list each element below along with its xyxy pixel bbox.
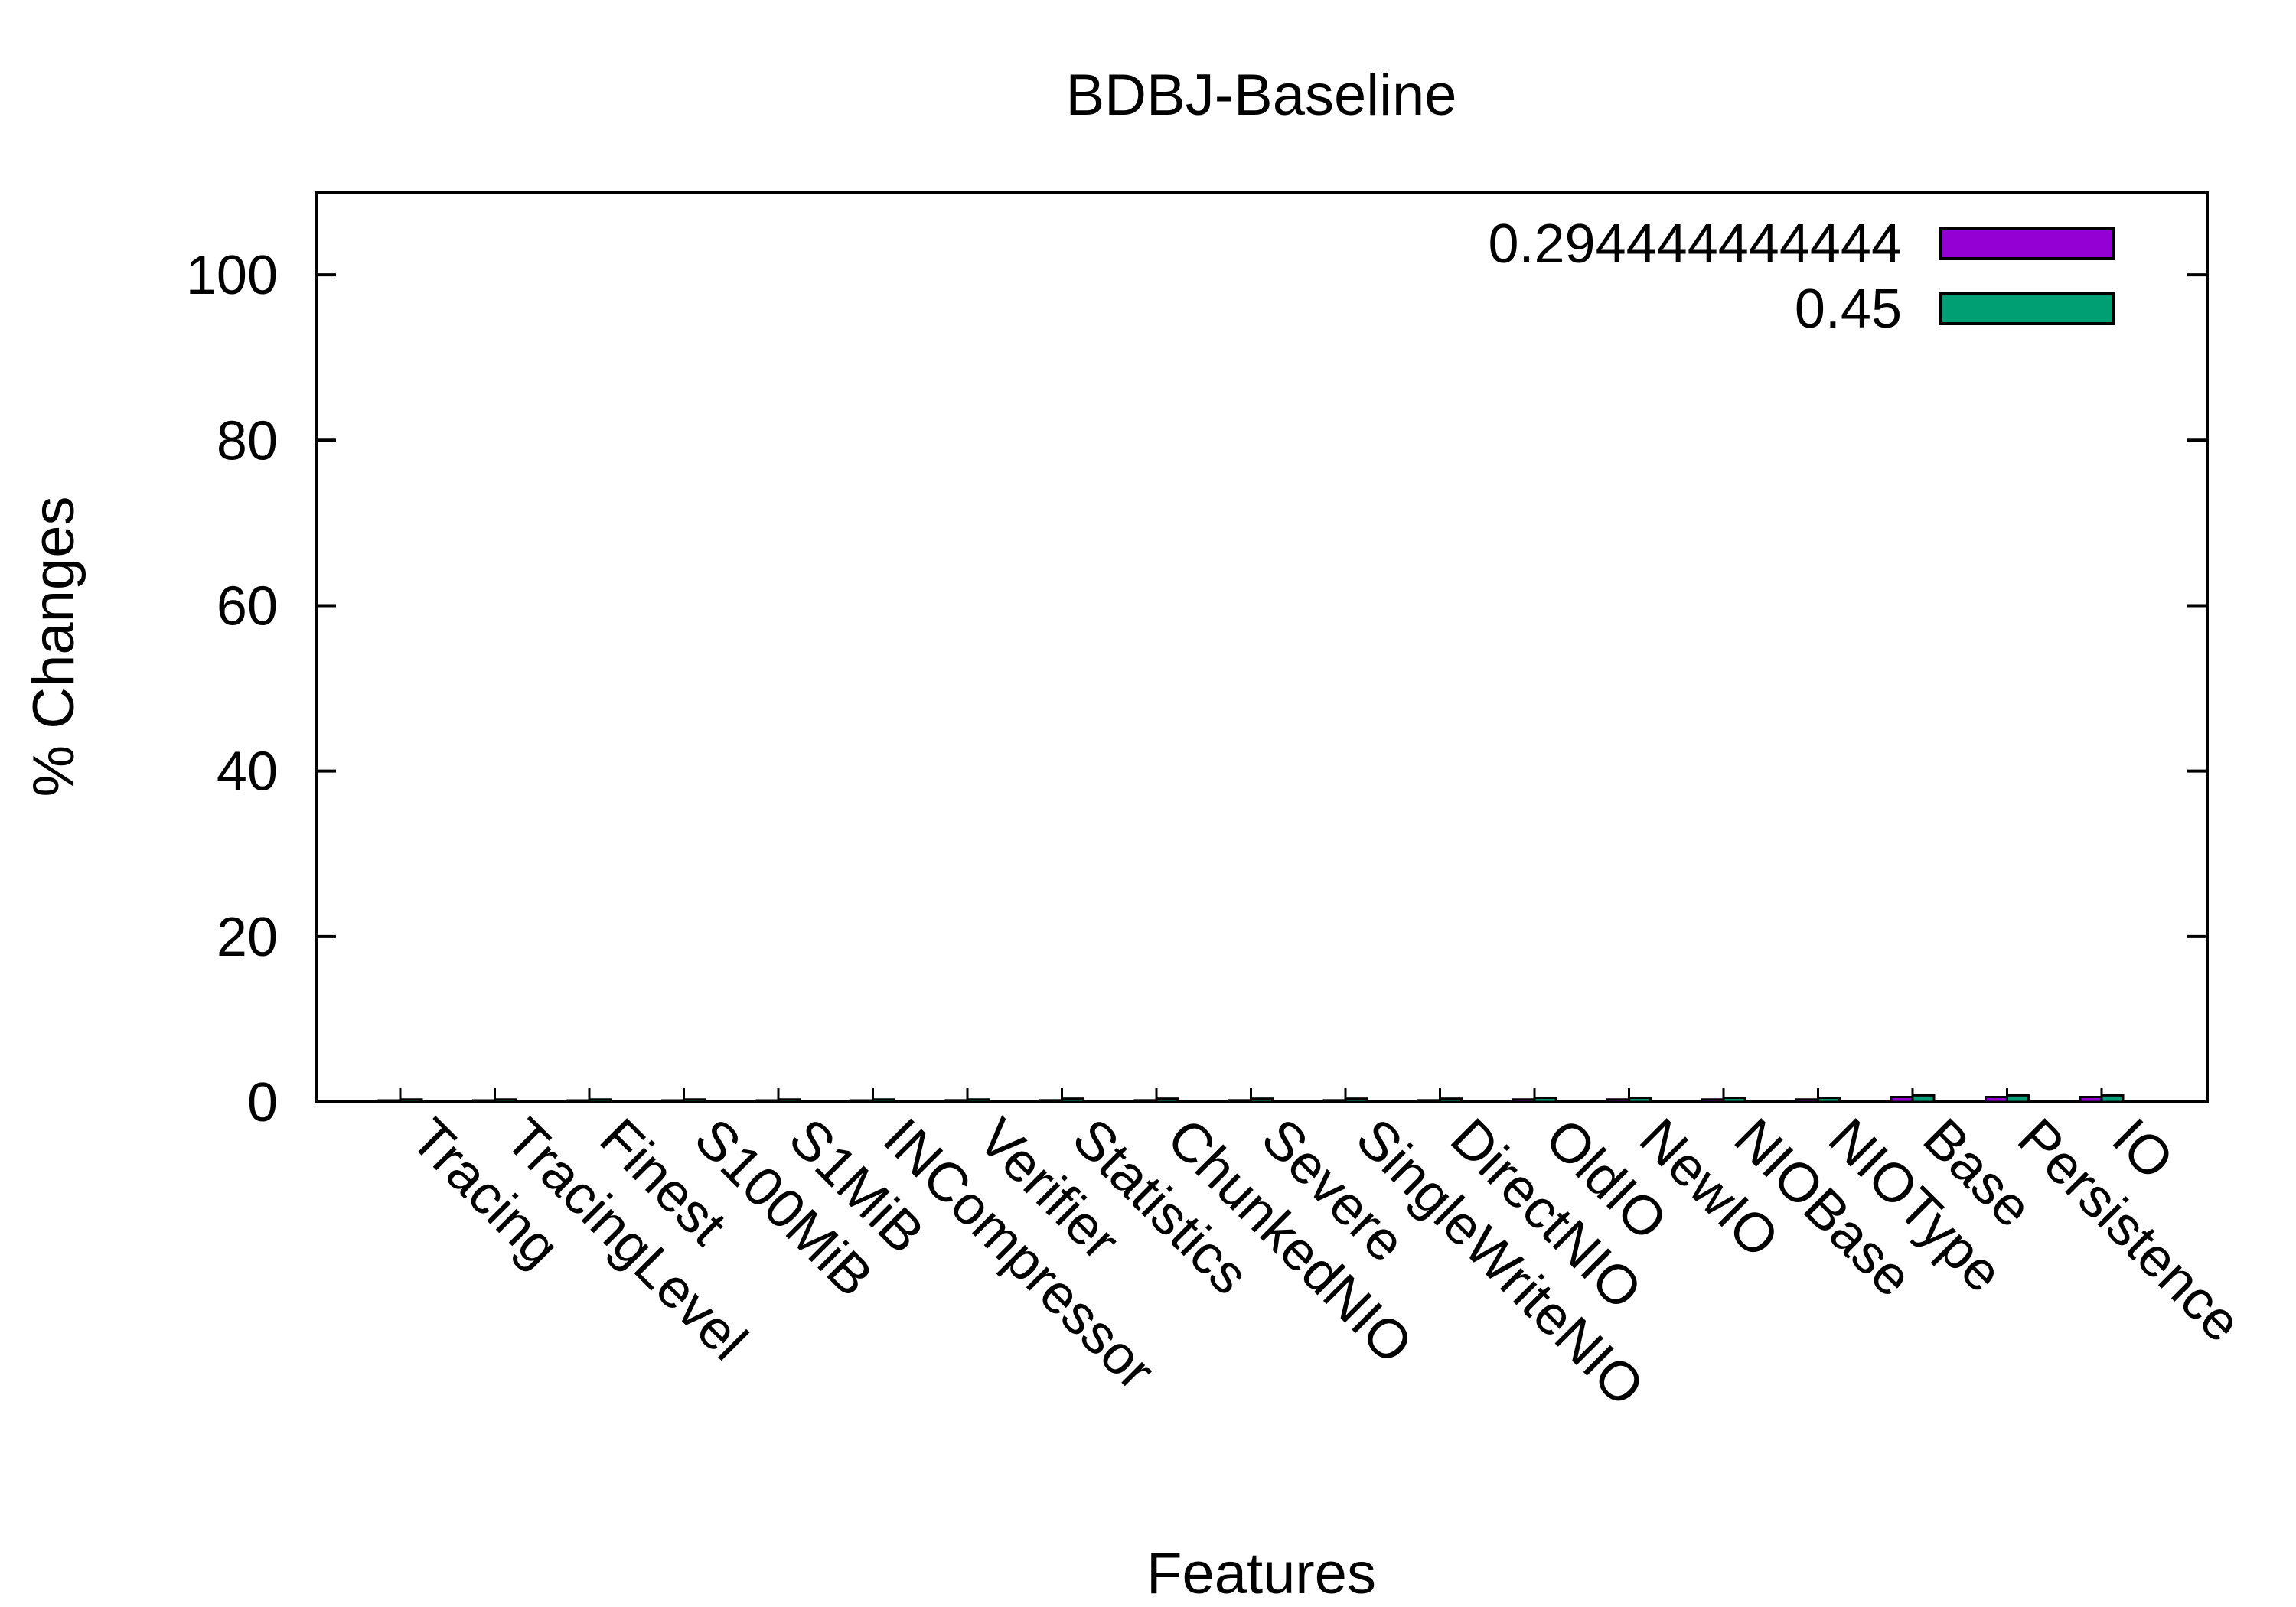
- bar-series1: [2079, 1096, 2103, 1103]
- bar-series1: [755, 1099, 780, 1103]
- y-tick-label: 80: [217, 410, 278, 471]
- bar-series2: [588, 1098, 612, 1103]
- plot-frame: [315, 191, 2209, 1103]
- bar-series1: [1606, 1098, 1630, 1103]
- bar-series2: [1722, 1097, 1746, 1103]
- bar-series2: [399, 1098, 423, 1103]
- bar-series1: [1322, 1099, 1347, 1103]
- legend-swatch: [1939, 292, 2115, 325]
- legend-swatch: [1939, 227, 2115, 260]
- bar-series2: [1439, 1097, 1463, 1103]
- y-tick-label: 100: [186, 245, 278, 306]
- bar-series2: [1533, 1097, 1557, 1103]
- bar-series1: [1417, 1099, 1441, 1103]
- bar-series2: [1061, 1097, 1084, 1103]
- y-tick-label: 0: [247, 1072, 278, 1133]
- bar-series2: [1344, 1097, 1368, 1103]
- bar-series1: [1512, 1098, 1536, 1103]
- bar-series2: [683, 1098, 706, 1103]
- bar-series1: [1985, 1096, 2008, 1103]
- bar-series2: [1628, 1097, 1652, 1103]
- plot-area: 020406080100TracingTracingLevelFinestS10…: [186, 191, 2253, 1418]
- bar-series2: [494, 1098, 517, 1103]
- y-tick-label: 20: [217, 907, 278, 968]
- bar-series2: [1250, 1097, 1274, 1103]
- bar-series1: [1228, 1099, 1252, 1103]
- bar-series1: [1133, 1099, 1158, 1103]
- bar-series1: [377, 1099, 402, 1103]
- bar-series1: [661, 1099, 685, 1103]
- legend-label: 0.45: [1795, 279, 1902, 340]
- bar-series2: [2006, 1094, 2030, 1103]
- y-tick-label: 40: [217, 742, 278, 803]
- bar-series2: [777, 1098, 801, 1103]
- bar-series1: [472, 1099, 496, 1103]
- bar-series1: [1039, 1099, 1063, 1103]
- bar-series1: [1701, 1098, 1725, 1103]
- bar-series2: [1817, 1097, 1841, 1103]
- bar-series2: [872, 1098, 895, 1103]
- bar-series2: [1155, 1097, 1179, 1103]
- bar-series1: [1890, 1096, 1914, 1103]
- bar-series2: [966, 1098, 990, 1103]
- bar-series1: [1795, 1098, 1819, 1103]
- y-axis-label: % Changes: [21, 497, 86, 797]
- chart-title: BDBJ-Baseline: [1065, 63, 1456, 128]
- bar-series1: [566, 1099, 591, 1103]
- bar-series2: [1911, 1094, 1936, 1103]
- bar-series2: [2100, 1094, 2125, 1103]
- legend-label: 0.294444444444: [1488, 214, 1902, 275]
- y-tick-label: 60: [217, 575, 278, 637]
- bar-series1: [944, 1099, 969, 1103]
- x-axis-label: Features: [1146, 1541, 1376, 1606]
- bar-series1: [850, 1099, 874, 1103]
